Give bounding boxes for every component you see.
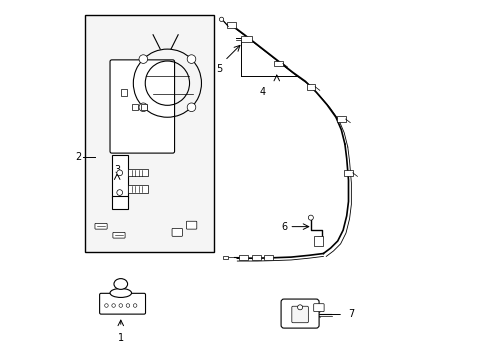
Text: 2: 2	[75, 152, 81, 162]
Circle shape	[187, 103, 195, 112]
Bar	[128, 185, 147, 193]
Ellipse shape	[114, 279, 127, 289]
Circle shape	[117, 170, 122, 176]
Circle shape	[104, 304, 108, 307]
Bar	[85, 15, 214, 252]
Circle shape	[126, 304, 129, 307]
Ellipse shape	[110, 288, 131, 297]
Bar	[241, 36, 251, 42]
Text: 4: 4	[259, 87, 265, 97]
Bar	[274, 60, 282, 66]
Circle shape	[119, 304, 122, 307]
Text: 6: 6	[280, 222, 286, 231]
FancyBboxPatch shape	[186, 221, 196, 229]
FancyBboxPatch shape	[172, 228, 182, 236]
FancyBboxPatch shape	[313, 304, 324, 312]
Bar	[223, 256, 228, 258]
Circle shape	[219, 17, 223, 22]
Bar	[227, 22, 236, 28]
FancyBboxPatch shape	[95, 224, 107, 229]
Bar	[251, 255, 260, 260]
Circle shape	[308, 215, 313, 220]
Circle shape	[139, 55, 147, 63]
Bar	[314, 236, 323, 246]
Circle shape	[133, 304, 137, 307]
Bar	[306, 84, 314, 90]
Bar	[112, 196, 128, 209]
Bar	[131, 104, 138, 110]
Text: 7: 7	[348, 310, 354, 319]
Circle shape	[139, 103, 147, 112]
Bar	[264, 255, 273, 260]
Text: 5: 5	[216, 64, 222, 74]
FancyBboxPatch shape	[113, 232, 125, 238]
Circle shape	[187, 55, 195, 63]
Circle shape	[297, 305, 302, 310]
Bar	[239, 255, 247, 260]
Text: 3: 3	[114, 165, 120, 175]
Bar	[344, 170, 352, 176]
Bar	[140, 104, 147, 110]
Bar	[336, 116, 345, 122]
Bar	[112, 155, 128, 198]
FancyBboxPatch shape	[100, 293, 145, 314]
FancyBboxPatch shape	[110, 60, 174, 153]
Bar	[128, 169, 147, 176]
FancyBboxPatch shape	[281, 299, 319, 328]
Text: 1: 1	[118, 333, 123, 343]
FancyBboxPatch shape	[291, 306, 308, 323]
Bar	[121, 89, 127, 96]
Circle shape	[117, 190, 122, 195]
Circle shape	[112, 304, 115, 307]
